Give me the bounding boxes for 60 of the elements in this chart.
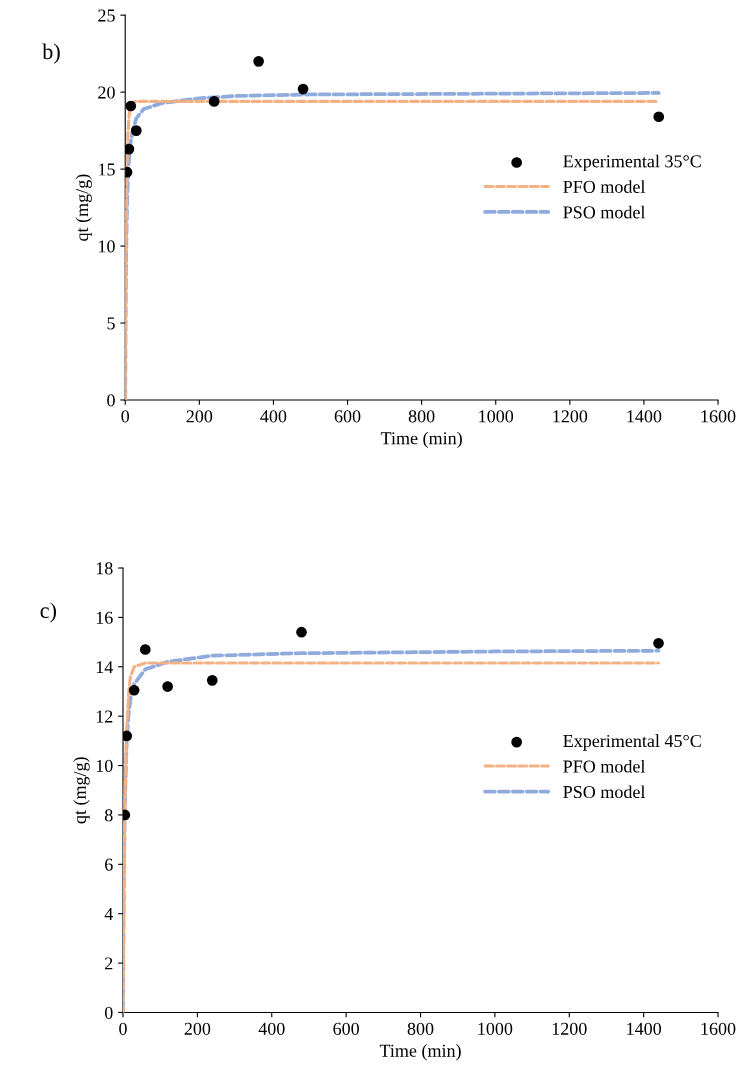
- y-tick-label: 2: [105, 957, 113, 970]
- x-tick-label: 1200: [553, 410, 588, 423]
- point: [139, 644, 151, 655]
- point: [130, 125, 142, 136]
- y-tick-label: 20: [98, 86, 115, 99]
- point: [125, 143, 135, 155]
- y-tick-label: 4: [104, 908, 113, 920]
- legend-label: PSO model: [563, 785, 646, 799]
- y-tick-label: 6: [105, 858, 113, 871]
- point: [296, 626, 307, 638]
- x-tick-label: 200: [184, 1022, 211, 1035]
- x-tick-label: 400: [260, 410, 287, 423]
- legend-label: Experimental 35°C: [563, 154, 701, 172]
- y-tick-label: 18: [96, 562, 113, 575]
- x-tick-label: 1000: [478, 1022, 513, 1035]
- x-tick-label: 400: [258, 1022, 285, 1035]
- y-tick-label: 15: [99, 163, 115, 176]
- y-tick-label: 10: [99, 240, 115, 253]
- text: b): [42, 43, 60, 64]
- point: [162, 681, 173, 692]
- x-tick-label: 200: [186, 410, 213, 423]
- point: [208, 96, 220, 107]
- y-tick-label: 5: [107, 317, 115, 330]
- x-tick-label: 1400: [627, 1022, 662, 1035]
- legend-label: PFO model: [563, 180, 646, 193]
- x-tick-label: 0: [121, 410, 130, 423]
- x-tick-label: 1200: [552, 1022, 587, 1035]
- y-tick-label: 25: [98, 9, 115, 22]
- x-tick-label: 800: [408, 410, 435, 423]
- x-axis-title: Time (min): [380, 431, 462, 449]
- x-tick-label: 1600: [701, 410, 736, 423]
- y-axis-title: qt (mg/g): [75, 174, 92, 241]
- x-tick-label: 1000: [479, 410, 514, 423]
- point: [206, 675, 218, 686]
- x-tick-label: 1600: [701, 1022, 736, 1035]
- point: [123, 730, 133, 742]
- point: [653, 111, 665, 123]
- legend-label: PFO model: [563, 759, 646, 773]
- point: [253, 56, 264, 67]
- text: c): [40, 602, 56, 623]
- x-tick-label: 600: [333, 1022, 359, 1035]
- y-tick-label: 0: [104, 1006, 113, 1019]
- point: [297, 83, 309, 95]
- y-tick-label: 0: [107, 394, 115, 407]
- point: [125, 100, 137, 112]
- point: [128, 684, 140, 696]
- y-axis-title: qt (mg/g): [73, 757, 90, 824]
- y-tick-label: 8: [104, 809, 113, 822]
- x-tick-label: 0: [119, 1022, 127, 1035]
- x-tick-label: 800: [407, 1022, 434, 1035]
- x-axis-title: Time (min): [379, 1044, 461, 1061]
- y-tick-label: 12: [96, 710, 113, 723]
- y-tick-label: 14: [96, 661, 113, 674]
- point: [653, 637, 664, 649]
- legend-label: PSO model: [563, 205, 646, 219]
- x-tick-label: 1400: [627, 410, 662, 423]
- x-tick-label: 600: [334, 410, 361, 423]
- legend-label: Experimental 45°C: [563, 734, 701, 751]
- y-tick-label: 16: [96, 611, 113, 624]
- y-tick-label: 10: [96, 759, 113, 772]
